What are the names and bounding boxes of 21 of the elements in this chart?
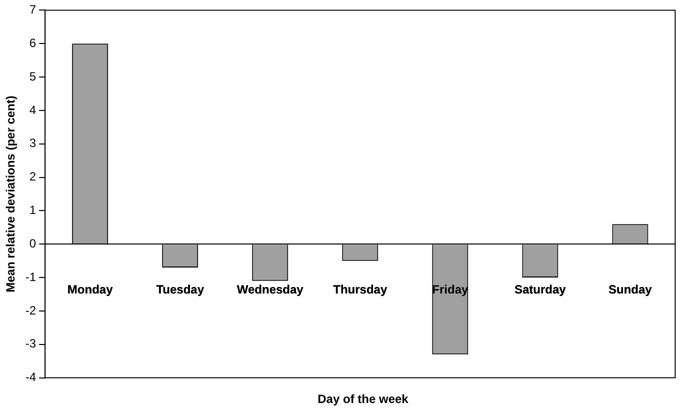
- x-tick-label: Saturday: [514, 282, 566, 297]
- y-tick-label: 0: [29, 236, 36, 250]
- y-tick-label: 4: [29, 102, 36, 117]
- y-tick-label: 3: [29, 136, 36, 150]
- x-axis-title: Day of the week: [316, 392, 410, 406]
- x-tick-label: Wednesday: [236, 282, 304, 297]
- x-tick-label: Monday: [67, 282, 114, 297]
- y-tick-label: -1: [25, 270, 36, 284]
- x-tick-label: Friday: [432, 282, 468, 297]
- x-tick-label: Tuesday: [156, 282, 204, 297]
- x-tick-label: Sunday: [608, 282, 652, 297]
- y-tick-label: -3: [25, 336, 36, 351]
- y-axis-title: Mean relative deviations (per cent): [4, 96, 18, 292]
- y-tick-label: 5: [29, 69, 36, 84]
- x-tick-label: Thursday: [333, 282, 388, 297]
- y-tick-label: 2: [29, 170, 36, 184]
- y-tick-label: 7: [29, 2, 36, 17]
- y-tick-label: 6: [29, 36, 36, 50]
- y-tick-label: -4: [25, 370, 36, 384]
- y-tick-label: 1: [29, 203, 36, 218]
- y-tick-label: -2: [25, 303, 36, 318]
